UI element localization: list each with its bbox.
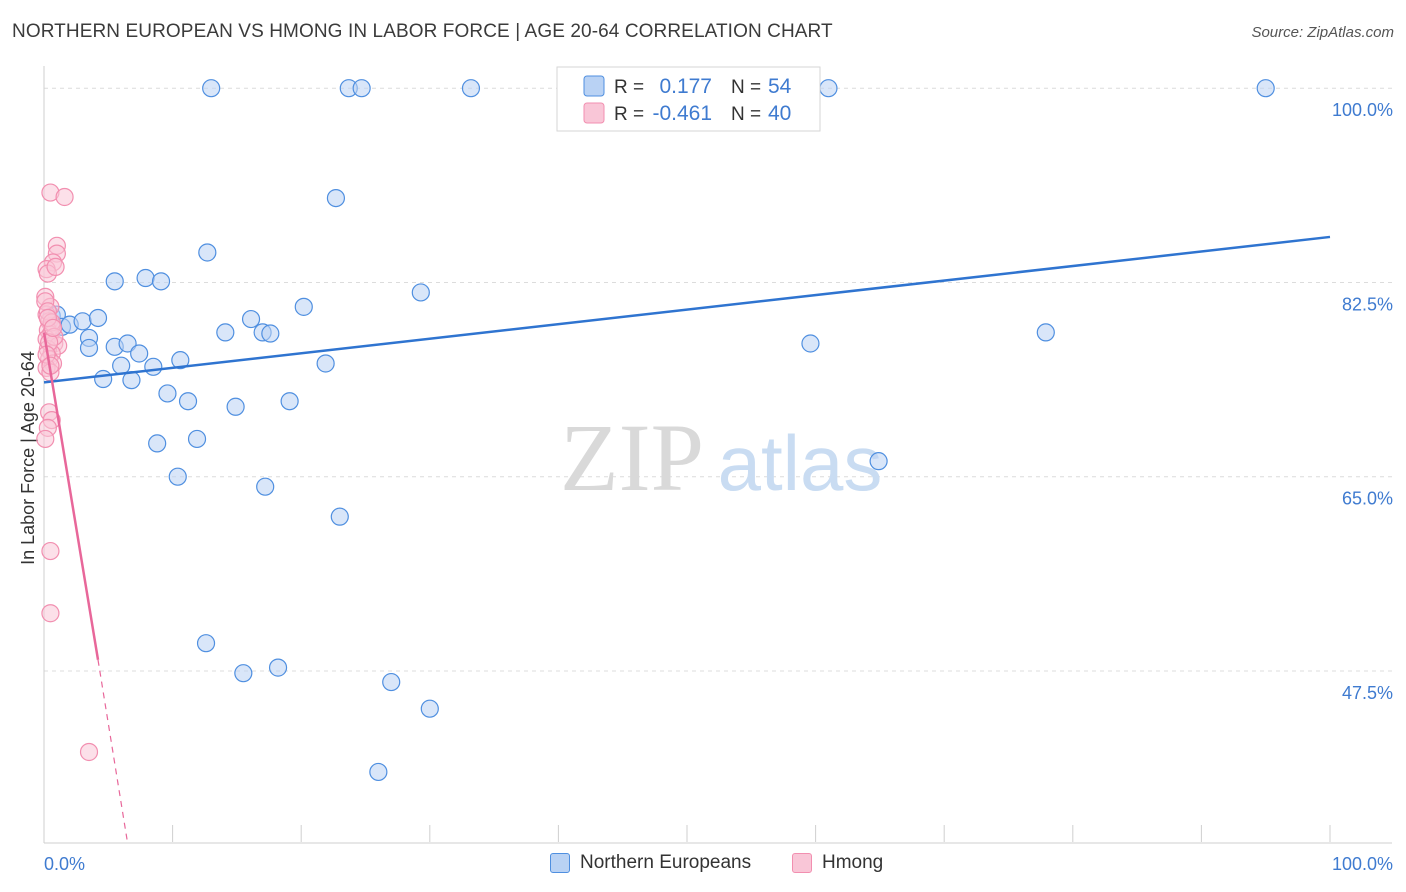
point-northern-europeans <box>1036 323 1055 342</box>
point-northern-europeans <box>819 79 838 98</box>
stats-r-label-1: R = <box>614 77 644 98</box>
point-northern-europeans <box>187 429 207 449</box>
point-northern-europeans <box>261 324 280 343</box>
point-northern-europeans <box>202 79 221 98</box>
stats-r-value-2: -0.461 <box>652 102 712 125</box>
point-hmong <box>43 318 63 338</box>
point-northern-europeans <box>280 392 299 411</box>
point-northern-europeans <box>369 762 388 782</box>
point-northern-europeans <box>94 369 113 389</box>
point-northern-europeans <box>148 434 167 453</box>
stats-n-label-1: N = <box>731 77 761 98</box>
y-tick-labels: 47.5% 65.0% 82.5% 100.0% <box>1332 100 1393 703</box>
point-northern-europeans <box>352 79 371 98</box>
point-northern-europeans <box>256 477 275 496</box>
stats-r-value-1: 0.177 <box>659 75 712 98</box>
point-hmong <box>55 187 74 207</box>
point-northern-europeans <box>158 384 177 403</box>
bottom-legend: Northern Europeans Hmong <box>0 850 1406 880</box>
stats-n-value-1: 54 <box>768 75 792 98</box>
legend-swatch-northern-europeans <box>550 853 570 873</box>
point-northern-europeans <box>869 452 888 471</box>
point-northern-europeans <box>420 699 439 718</box>
point-northern-europeans <box>73 312 92 331</box>
chart-title: NORTHERN EUROPEAN VS HMONG IN LABOR FORC… <box>12 21 833 42</box>
point-northern-europeans <box>198 243 217 262</box>
trend-line-hmong <box>42 332 100 661</box>
point-northern-europeans <box>411 283 430 302</box>
point-hmong <box>36 429 55 449</box>
legend-swatch-hmong <box>792 853 812 873</box>
trend-line-northern-europeans <box>43 235 1331 384</box>
point-northern-europeans <box>79 338 99 358</box>
point-northern-europeans <box>144 357 163 376</box>
y-tick-label: 65.0% <box>1342 489 1393 509</box>
point-northern-europeans <box>136 268 155 288</box>
point-northern-europeans <box>241 309 261 329</box>
watermark-atlas: atlas <box>718 419 883 507</box>
point-northern-europeans <box>461 79 481 98</box>
point-northern-europeans <box>88 308 108 328</box>
point-northern-europeans <box>118 334 137 353</box>
point-northern-europeans <box>171 351 190 370</box>
watermark: ZIP atlas <box>560 404 882 511</box>
y-tick-label: 82.5% <box>1342 294 1393 314</box>
point-northern-europeans <box>316 354 335 373</box>
point-northern-europeans <box>326 188 346 208</box>
legend-label-northern-europeans: Northern Europeans <box>580 852 752 873</box>
legend-label-hmong: Hmong <box>822 852 884 873</box>
point-northern-europeans <box>216 323 235 342</box>
y-tick-label: 100.0% <box>1332 100 1393 120</box>
gridlines <box>44 87 1392 672</box>
stats-n-value-2: 40 <box>768 102 791 125</box>
x-tick-labels: 0.0% 100.0% <box>44 854 1393 874</box>
point-northern-europeans <box>268 658 288 677</box>
point-northern-europeans <box>196 634 216 653</box>
point-northern-europeans <box>294 297 313 316</box>
stats-n-label-2: N = <box>731 104 761 125</box>
chart-source: Source: ZipAtlas.com <box>1251 24 1394 41</box>
point-northern-europeans <box>234 664 253 683</box>
watermark-zip: ZIP <box>560 404 704 511</box>
point-northern-europeans <box>112 356 131 375</box>
trend-line-hmong-extension <box>97 659 129 844</box>
point-northern-europeans <box>801 334 820 353</box>
x-tick-label: 0.0% <box>44 854 85 874</box>
point-northern-europeans <box>130 344 149 363</box>
point-northern-europeans <box>1256 79 1275 98</box>
trend-lines <box>42 235 1331 844</box>
point-hmong <box>46 257 65 277</box>
axes <box>43 66 1392 844</box>
point-hmong <box>41 604 60 623</box>
series-northern-europeans-points <box>42 79 1275 782</box>
point-northern-europeans <box>168 467 187 486</box>
x-tick-label: 100.0% <box>1332 854 1393 874</box>
y-tick-label: 47.5% <box>1342 683 1393 703</box>
point-northern-europeans <box>178 392 198 411</box>
legend-item-hmong: Hmong <box>792 852 883 874</box>
point-hmong <box>79 742 99 762</box>
y-axis-label: In Labor Force | Age 20-64 <box>18 351 38 565</box>
point-hmong <box>41 541 60 561</box>
point-northern-europeans <box>226 397 245 416</box>
legend-item-northern-europeans: Northern Europeans <box>550 852 751 874</box>
stats-legend-swatch-northern-europeans <box>583 75 605 97</box>
stats-r-label-2: R = <box>614 104 644 125</box>
stats-legend-swatch-hmong <box>583 102 605 124</box>
point-northern-europeans <box>330 507 349 526</box>
point-northern-europeans <box>105 272 124 291</box>
point-northern-europeans <box>151 272 171 291</box>
point-northern-europeans <box>382 672 401 692</box>
stats-legend: R = 0.177 N = 54 R = -0.461 N = 40 <box>556 66 821 132</box>
